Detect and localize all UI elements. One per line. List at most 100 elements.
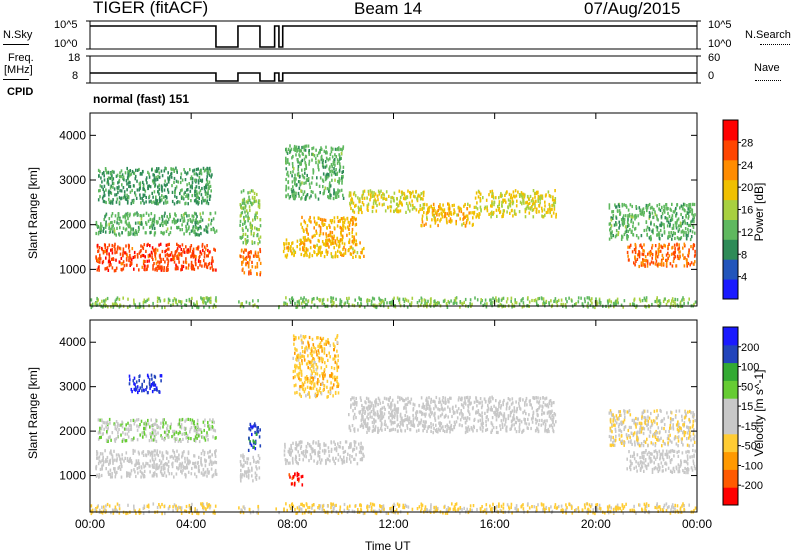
velocity-cell-3	[247, 476, 250, 480]
power-cell-2	[167, 188, 169, 192]
power-cell-6	[301, 215, 303, 219]
power-cell-0	[197, 266, 199, 270]
power-cell-10	[501, 194, 503, 198]
power-cell-4	[254, 215, 256, 220]
power-cell-10	[475, 191, 478, 195]
velocity-cell-1	[143, 432, 146, 436]
power-cell-13	[583, 297, 586, 301]
velocity-cell-0	[172, 456, 175, 460]
power-cell-2	[117, 181, 119, 185]
power-cell-8	[377, 189, 380, 193]
power-cell-0	[101, 248, 104, 252]
velocity-cell-7	[317, 392, 319, 396]
power-cell-12	[682, 220, 684, 224]
power-cell-9	[443, 215, 446, 219]
velocity-cell-7	[336, 384, 338, 389]
power-cell-13	[177, 299, 180, 303]
power-cell-7	[325, 164, 328, 168]
power-cell-8	[396, 209, 398, 214]
velocity-cell-1	[159, 426, 162, 430]
power-cell-1	[149, 217, 152, 221]
velocity-cell-7	[295, 366, 297, 370]
power-cell-2	[98, 174, 100, 178]
velocity-cell-1	[109, 435, 111, 439]
power-cell-9	[448, 213, 450, 217]
velocity-cell-0	[137, 459, 140, 463]
velocity-cell-4	[252, 445, 254, 449]
power-cell-7	[308, 150, 310, 154]
power-cell-7	[298, 180, 301, 184]
power-cell-12	[671, 217, 674, 221]
power-cell-10	[549, 194, 551, 198]
power-cell-13	[333, 301, 335, 305]
velocity-cell-0	[171, 454, 173, 459]
power-cell-13	[286, 302, 288, 306]
power-cell-8	[393, 191, 396, 195]
velocity-cell-2	[132, 379, 135, 383]
velocity-cell-1	[123, 437, 125, 442]
power-cell-13	[550, 299, 552, 303]
power-cell-6	[302, 236, 305, 240]
power-cell-2	[189, 168, 191, 172]
velocity-cell-7	[312, 386, 315, 390]
power-cell-12	[641, 208, 644, 212]
power-cell-13	[101, 299, 103, 303]
power-cell-13	[454, 300, 456, 304]
power-cell-8	[405, 201, 408, 206]
velocity-cell-1	[101, 424, 103, 428]
velocity-cell-1	[143, 422, 145, 426]
velocity-cell-0	[192, 461, 194, 465]
velocity-cell-5	[323, 442, 325, 446]
power-cell-12	[609, 226, 612, 230]
power-cell-13	[133, 301, 135, 305]
power-cell-5	[299, 247, 301, 251]
power-cell-7	[310, 181, 313, 185]
velocity-cell-7	[300, 378, 302, 382]
power-cell-3	[251, 265, 254, 269]
power-cell-6	[322, 232, 325, 236]
velocity-cell-0	[136, 467, 139, 471]
velocity-cell-5	[362, 446, 364, 450]
velocity-cell-5	[317, 440, 320, 444]
power-cell-0	[168, 242, 170, 246]
power-cell-8	[397, 204, 399, 208]
power-cell-7	[296, 183, 298, 187]
power-cell-13	[135, 305, 137, 309]
power-cell-7	[285, 150, 288, 154]
power-cell-0	[99, 260, 101, 264]
velocity-cell-7	[317, 355, 320, 359]
power-cell-13	[641, 299, 644, 303]
power-cell-12	[668, 214, 671, 219]
power-cell-1	[173, 217, 175, 221]
power-cell-13	[407, 299, 410, 303]
velocity-cell-3	[241, 464, 244, 469]
nsky-series-line	[90, 25, 697, 48]
power-cell-7	[296, 172, 299, 176]
power-cell-1	[126, 214, 129, 218]
power-cell-13	[543, 301, 546, 306]
velocity-cell-1	[201, 435, 204, 439]
power-cell-1	[153, 226, 156, 231]
power-cell-12	[626, 224, 629, 228]
power-cell-13	[360, 298, 362, 302]
power-cell-2	[186, 171, 189, 175]
velocity-cell-7	[311, 353, 314, 357]
power-cell-2	[187, 202, 189, 206]
velocity-cell-7	[318, 351, 320, 355]
velocity-cell-5	[347, 452, 349, 456]
power-cell-2	[157, 175, 159, 179]
velocity-cell-1	[164, 431, 167, 435]
power-cell-10	[553, 207, 556, 211]
power-cell-13	[505, 300, 508, 304]
velocity-cell-0	[162, 473, 165, 477]
power-cell-0	[208, 261, 211, 266]
power-cell-2	[171, 199, 174, 204]
velocity-cell-5	[315, 441, 317, 445]
velocity-cell-0	[205, 459, 207, 463]
velocity-cell-7	[316, 353, 318, 357]
velocity-cell-5	[286, 459, 288, 463]
velocity-cell-1	[185, 431, 187, 435]
power-cell-13	[257, 299, 259, 303]
power-cell-12	[680, 224, 682, 228]
velocity-cell-0	[185, 473, 187, 477]
